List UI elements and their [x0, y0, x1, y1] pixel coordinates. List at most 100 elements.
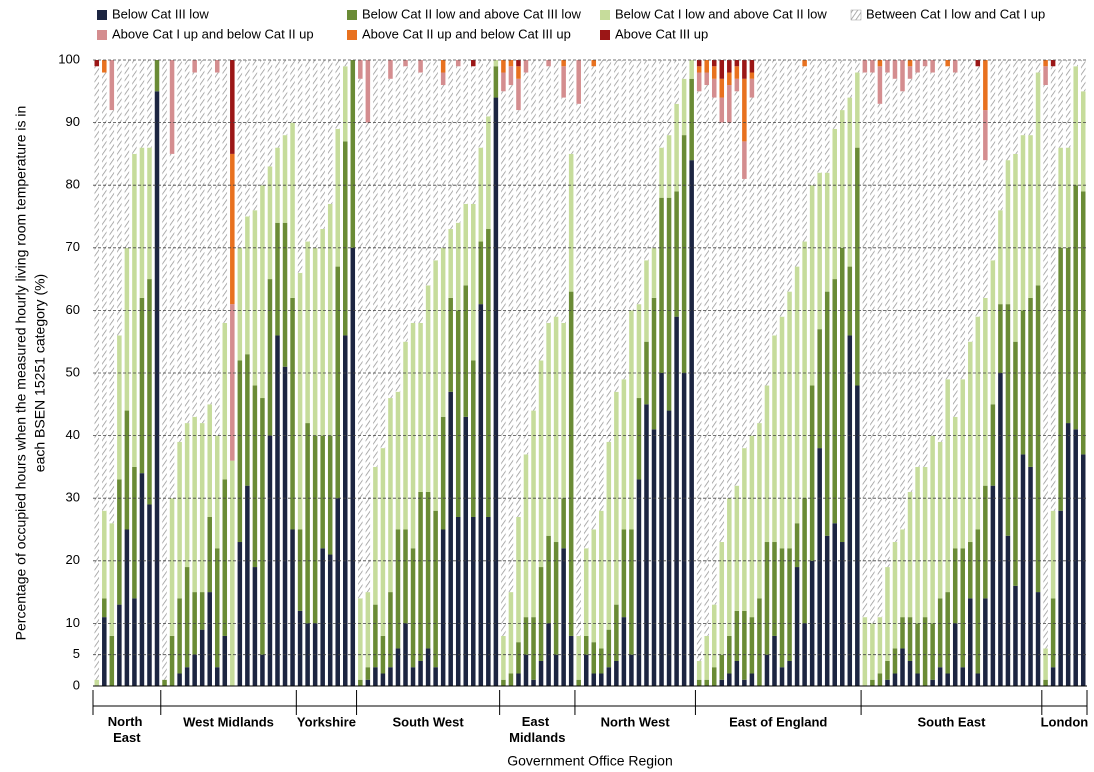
bar-segment: [1043, 85, 1048, 649]
bar-segment: [305, 241, 310, 424]
bar-segment: [162, 60, 167, 680]
bar-segment: [335, 266, 340, 499]
bar-segment: [930, 679, 935, 686]
bar-segment: [523, 60, 529, 73]
bar-segment: [455, 222, 461, 311]
bar-segment: [290, 60, 295, 123]
bar-segment: [764, 60, 770, 386]
bar-segment: [245, 485, 250, 686]
bar-segment: [711, 667, 717, 686]
bar-segment: [516, 516, 521, 643]
bar-segment: [102, 598, 107, 618]
bar-segment: [410, 60, 416, 323]
bar-segment: [282, 222, 288, 367]
bar-segment: [184, 567, 190, 668]
bar-segment: [177, 441, 182, 599]
bar-segment: [214, 435, 220, 549]
bar-segment: [583, 60, 589, 549]
bar-segment: [885, 660, 890, 680]
bar-segment: [320, 548, 325, 686]
bar-segment: [132, 60, 137, 154]
bar-segment: [448, 60, 453, 230]
bar-segment: [757, 598, 762, 686]
bar-segment: [907, 78, 913, 492]
bar-segment: [1073, 429, 1078, 686]
bar-segment: [561, 548, 566, 686]
bar-segment: [1065, 147, 1071, 248]
bar-segment: [576, 635, 581, 680]
bar-segment: [742, 178, 747, 449]
legend-label: Between Cat I low and Cat I up: [866, 6, 1045, 21]
bar-segment: [666, 60, 672, 136]
bar-segment: [147, 279, 152, 505]
bar-segment: [689, 160, 694, 686]
bar-segment: [591, 673, 597, 686]
bar-segment: [320, 229, 325, 436]
bar-segment: [824, 291, 830, 536]
bar-segment: [425, 60, 431, 286]
bar-segment: [591, 529, 597, 643]
bar-segment: [237, 542, 243, 686]
bar-segment: [1028, 135, 1033, 298]
bar-segment: [410, 667, 416, 686]
bar-segment: [222, 479, 228, 636]
bar-segment: [629, 310, 634, 530]
bar-segment: [802, 66, 807, 242]
bar-segment: [606, 629, 612, 668]
y-tick-label: 10: [66, 615, 80, 630]
bar-segment: [915, 466, 920, 624]
bar-segment: [275, 222, 280, 336]
bar-segment: [124, 410, 130, 530]
bar-segment: [147, 147, 152, 280]
bar-segment: [290, 297, 295, 530]
bar-segment: [192, 654, 197, 686]
bar-segment: [388, 78, 393, 399]
bar-segment: [139, 297, 145, 474]
bar-segment: [599, 673, 604, 686]
bar-segment: [998, 304, 1003, 373]
bar-segment: [952, 60, 958, 73]
bar-segment: [94, 60, 100, 67]
bar-segment: [742, 60, 747, 79]
bar-segment: [681, 135, 687, 373]
bar-segment: [636, 398, 642, 480]
bar-segment: [312, 435, 318, 624]
bar-segment: [109, 110, 115, 524]
bar-segment: [734, 660, 740, 686]
bar-segment: [102, 617, 107, 686]
bar-segment: [343, 66, 348, 142]
bar-segment: [870, 72, 875, 624]
bar-segment: [94, 66, 100, 680]
bar-segment: [870, 60, 875, 73]
bar-segment: [794, 60, 800, 267]
bar-segment: [117, 60, 122, 336]
bar-segment: [561, 498, 566, 549]
bar-segment: [523, 454, 529, 618]
bar-segment: [659, 147, 664, 198]
bar-segment: [471, 60, 476, 67]
bar-segment: [983, 485, 988, 599]
bar-segment: [1058, 147, 1063, 248]
bar-segment: [260, 398, 265, 655]
bar-segment: [184, 423, 190, 568]
bar-segment: [636, 60, 642, 305]
bar-segment: [327, 554, 333, 686]
bar-segment: [493, 66, 499, 98]
bar-segment: [538, 567, 544, 661]
bar-segment: [192, 60, 197, 73]
bar-segment: [169, 60, 175, 154]
bar-segment: [1065, 423, 1071, 686]
bar-segment: [696, 72, 702, 92]
bar-segment: [245, 354, 250, 486]
legend-swatch: [97, 30, 107, 40]
bar-segment: [312, 60, 318, 248]
bar-segment: [937, 60, 943, 442]
bar-segment: [260, 654, 265, 686]
bar-segment: [1050, 60, 1056, 67]
bar-segment: [832, 128, 837, 280]
bar-segment: [591, 642, 597, 674]
bar-segment: [199, 423, 205, 593]
bar-segment: [132, 598, 137, 686]
bar-segment: [696, 679, 702, 686]
bar-segment: [802, 241, 807, 499]
